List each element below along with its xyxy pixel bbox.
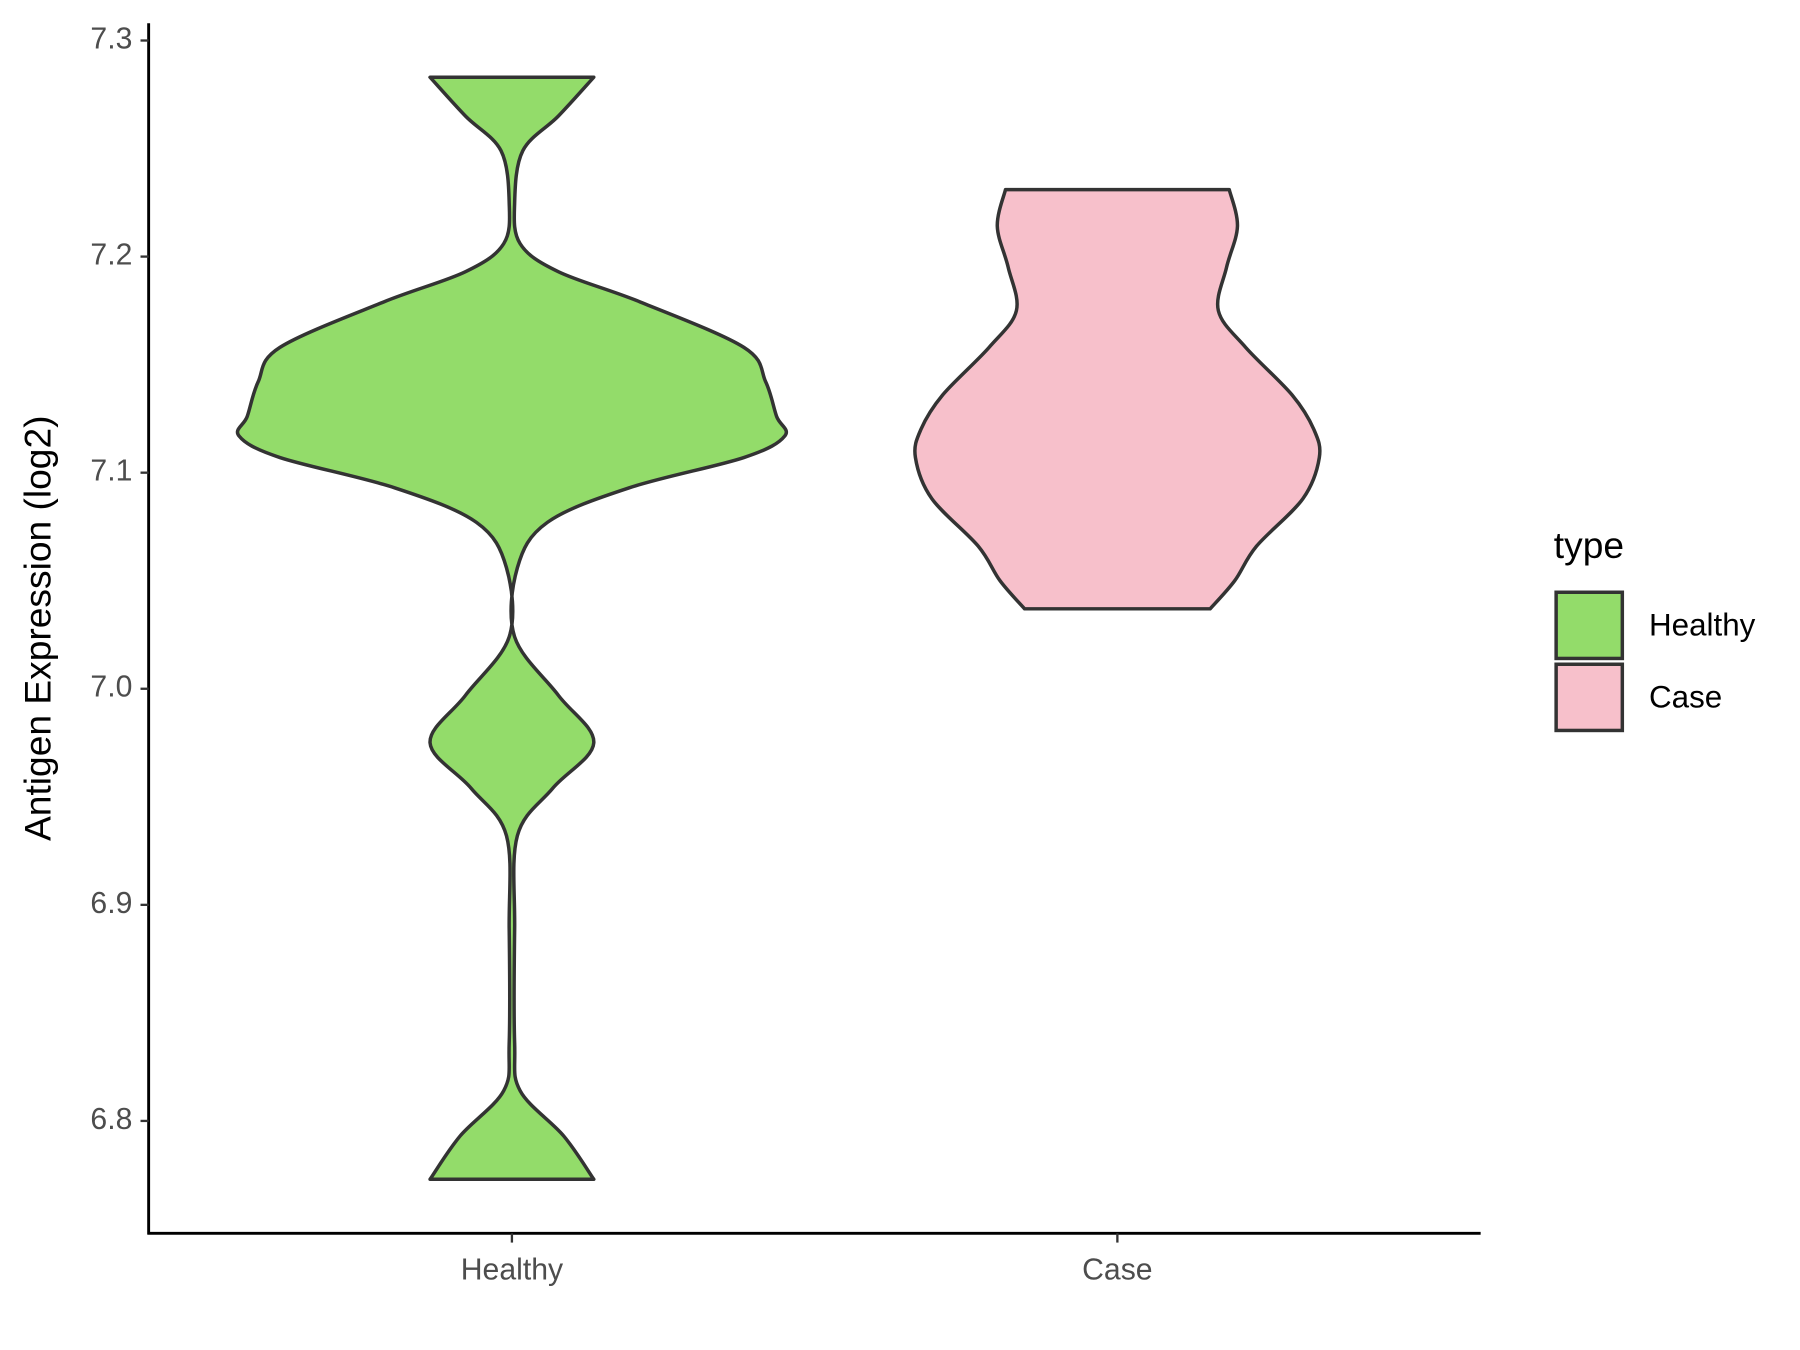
legend-title: type bbox=[1554, 524, 1624, 566]
y-tick-label: 7.3 bbox=[90, 22, 132, 55]
legend-label: Case bbox=[1649, 679, 1722, 714]
legend-label: Healthy bbox=[1649, 607, 1756, 642]
legend-key bbox=[1554, 590, 1625, 661]
violin bbox=[913, 187, 1322, 611]
y-tick-label: 7.1 bbox=[90, 455, 132, 488]
y-tick-label: 7.0 bbox=[90, 671, 132, 704]
y-axis-title: Antigen Expression (log2) bbox=[16, 416, 58, 841]
y-tick-label: 6.9 bbox=[90, 887, 132, 920]
x-tick-label: Healthy bbox=[461, 1254, 564, 1287]
y-tick-label: 6.8 bbox=[90, 1103, 132, 1136]
y-tick-label: 7.2 bbox=[90, 239, 132, 272]
legend-key bbox=[1554, 662, 1625, 733]
x-tick-label: Case bbox=[1082, 1254, 1152, 1287]
violin bbox=[235, 75, 789, 1182]
